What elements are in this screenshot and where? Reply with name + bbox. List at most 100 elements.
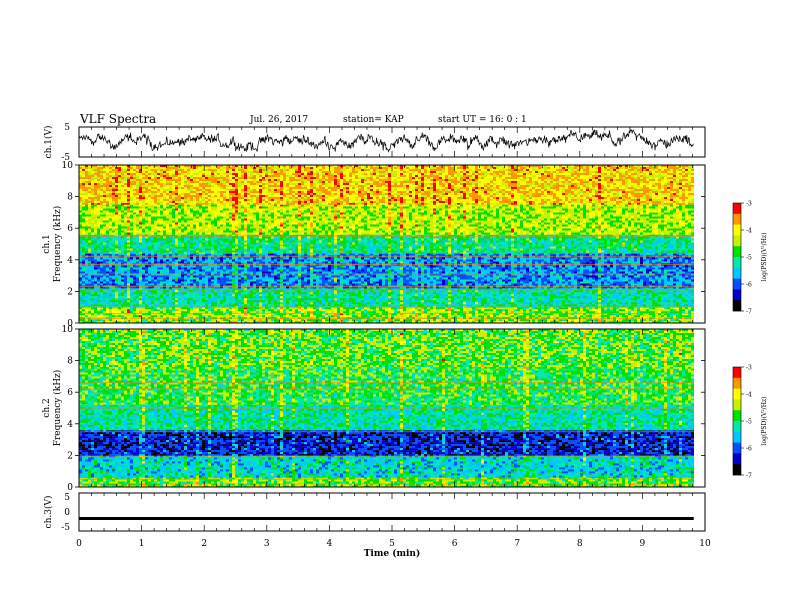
spectrogram-cell xyxy=(169,300,172,302)
spectrogram-cell xyxy=(157,269,160,271)
spectrogram-cell xyxy=(178,217,181,219)
spectrogram-cell xyxy=(97,287,100,288)
spectrogram-cell xyxy=(217,249,220,251)
spectrogram-cell xyxy=(193,292,196,294)
spectrogram-cell xyxy=(103,287,106,288)
spectrogram-cell xyxy=(85,290,88,292)
spectrogram-cell xyxy=(142,231,145,233)
spectrogram-cell xyxy=(88,209,91,211)
spectrogram-cell xyxy=(115,219,118,221)
spectrogram-cell xyxy=(94,233,97,235)
spectrogram-cell xyxy=(241,269,244,271)
spectrogram-cell xyxy=(229,249,232,251)
spectrogram-cell xyxy=(181,281,184,283)
spectrogram-cell xyxy=(151,279,154,281)
spectrogram-cell xyxy=(202,261,205,263)
spectrogram-cell xyxy=(196,311,199,313)
spectrogram-cell xyxy=(235,269,238,271)
spectrogram-cell xyxy=(202,207,205,209)
spectrogram-cell xyxy=(238,197,241,199)
spectrogram-cell xyxy=(109,271,112,273)
spectrogram-cell xyxy=(82,229,85,231)
spectrogram-cell xyxy=(187,189,190,191)
spectrogram-cell xyxy=(82,261,85,263)
spectrogram-cell xyxy=(103,183,106,185)
spectrogram-cell xyxy=(178,171,181,173)
spectrogram-cell xyxy=(235,281,238,283)
spectrogram-cell xyxy=(235,298,238,300)
spectrogram-cell xyxy=(226,215,229,217)
spectrogram-cell xyxy=(85,287,88,288)
spectrogram-cell xyxy=(208,215,211,217)
spectrogram-cell xyxy=(112,259,115,261)
spectrogram-cell xyxy=(154,191,157,193)
spectrogram-cell xyxy=(166,253,169,254)
spectrogram-cell xyxy=(112,185,115,187)
spectrogram-cell xyxy=(250,171,253,173)
spectrogram-cell xyxy=(91,205,94,207)
spectrogram-cell xyxy=(187,239,190,241)
spectrogram-cell xyxy=(136,243,139,245)
figure-title: VLF Spectra xyxy=(79,112,156,126)
spectrogram-cell xyxy=(175,193,178,195)
spectrogram-cell xyxy=(151,193,154,195)
spectrogram-cell xyxy=(214,229,217,231)
spectrogram-cell xyxy=(211,225,214,227)
spectrogram-cell xyxy=(139,292,142,294)
spectrogram-cell xyxy=(232,315,235,317)
spectrogram-cell xyxy=(184,259,187,261)
spectrogram-cell xyxy=(82,181,85,183)
spectrogram-cell xyxy=(103,281,106,283)
spectrogram-cell xyxy=(145,275,148,277)
spectrogram-cell xyxy=(223,167,226,169)
spectrogram-cell xyxy=(94,298,97,300)
spectrogram-cell xyxy=(247,177,250,179)
spectrogram-cell xyxy=(208,261,211,263)
spectrogram-cell xyxy=(181,319,184,321)
spectrogram-cell xyxy=(142,203,145,205)
spectrogram-cell xyxy=(172,213,175,215)
spectrogram-cell xyxy=(112,213,115,215)
spectrogram-cell xyxy=(238,292,241,294)
spectrogram-cell xyxy=(166,213,169,215)
spectrogram-cell xyxy=(136,298,139,300)
spectrogram-cell xyxy=(181,302,184,304)
spectrogram-cell xyxy=(214,269,217,271)
spectrogram-cell xyxy=(169,267,172,269)
spectrogram-cell xyxy=(205,237,208,239)
spectrogram-cell xyxy=(124,227,127,229)
spectrogram-cell xyxy=(82,205,85,207)
spectrogram-cell xyxy=(199,271,202,273)
spectrogram-cell xyxy=(169,175,172,177)
spectrogram-cell xyxy=(160,300,163,302)
spectrogram-cell xyxy=(148,237,151,239)
spectrogram-cell xyxy=(253,179,256,181)
spectrogram-cell xyxy=(94,189,97,191)
spectrogram-cell xyxy=(259,304,262,306)
spectrogram-cell xyxy=(88,249,91,251)
spectrogram-cell xyxy=(106,195,109,197)
spectrogram-cell xyxy=(154,195,157,197)
spectrogram-cell xyxy=(229,279,232,281)
spectrogram-cell xyxy=(226,315,229,317)
spectrogram-cell xyxy=(85,199,88,201)
spectrogram-cell xyxy=(172,203,175,205)
spectrogram-cell xyxy=(136,287,139,288)
spectrogram-cell xyxy=(253,279,256,281)
spectrogram-cell xyxy=(229,287,232,288)
spectrogram-cell xyxy=(118,237,121,239)
spectrogram-cell xyxy=(241,279,244,281)
spectrogram-cell xyxy=(142,205,145,207)
spectrogram-cell xyxy=(244,237,247,239)
spectrogram-cell xyxy=(250,275,253,277)
spectrogram-cell xyxy=(202,315,205,317)
spectrogram-cell xyxy=(220,304,223,306)
spectrogram-cell xyxy=(175,292,178,294)
spectrogram-cell xyxy=(184,247,187,249)
spectrogram-cell xyxy=(175,269,178,271)
spectrogram-cell xyxy=(247,205,250,207)
spectrogram-cell xyxy=(238,247,241,249)
spectrogram-cell xyxy=(100,253,103,255)
spectrogram-cell xyxy=(226,171,229,173)
spectrogram-cell xyxy=(82,267,85,269)
